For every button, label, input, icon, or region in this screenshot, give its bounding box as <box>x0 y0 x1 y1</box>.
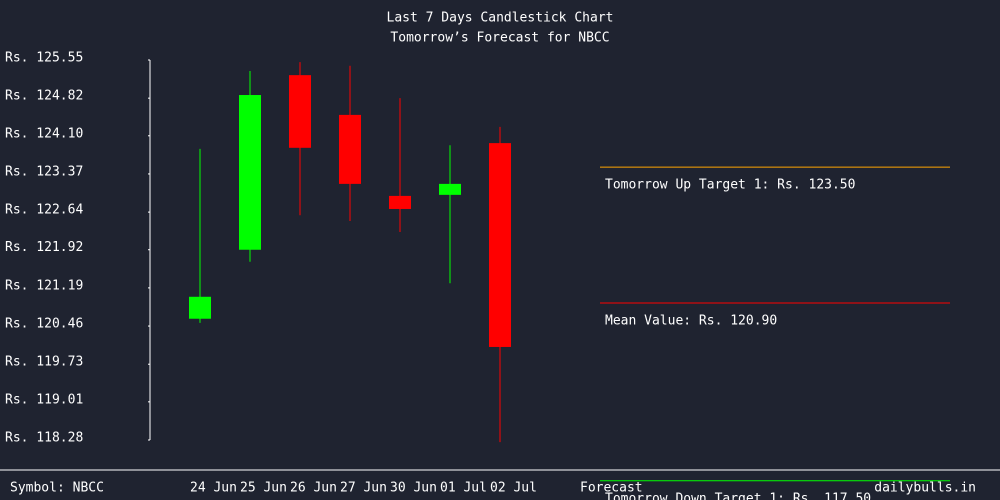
y-tick-label: Rs. 124.10 <box>5 126 83 141</box>
y-tick-label: Rs. 121.19 <box>5 278 83 293</box>
y-tick-label: Rs. 119.01 <box>5 392 83 407</box>
y-tick-label: Rs. 120.46 <box>5 317 83 332</box>
y-tick-label: Rs. 118.28 <box>5 431 83 446</box>
y-tick-label: Rs. 123.37 <box>5 164 83 179</box>
forecast-label: Tomorrow Down Target 1: Rs. 117.50 <box>605 491 871 500</box>
y-tick-label: Rs. 124.82 <box>5 89 83 104</box>
candle-body <box>189 296 211 319</box>
candle-body <box>489 143 511 347</box>
symbol-label: Symbol: NBCC <box>10 481 104 496</box>
source: dailybulls.in <box>874 481 976 496</box>
x-tick-label: 02 Jul <box>490 481 537 496</box>
forecast-title: Forecast <box>580 481 643 496</box>
y-tick-label: Rs. 125.55 <box>5 51 83 66</box>
candle-body <box>389 195 411 209</box>
forecast-label: Tomorrow Up Target 1: Rs. 123.50 <box>605 178 855 193</box>
x-tick-label: 01 Jul <box>440 481 487 496</box>
candle-body <box>339 114 361 184</box>
candle-body <box>239 95 261 250</box>
chart-title: Last 7 Days Candlestick Chart <box>387 11 614 26</box>
y-tick-label: Rs. 119.73 <box>5 355 83 370</box>
y-tick-label: Rs. 122.64 <box>5 203 83 218</box>
candle-body <box>289 75 311 148</box>
x-tick-label: 27 Jun <box>340 481 387 496</box>
y-tick-label: Rs. 121.92 <box>5 240 83 255</box>
x-tick-label: 25 Jun <box>240 481 287 496</box>
candle-body <box>439 183 461 195</box>
chart-subtitle: Tomorrow’s Forecast for NBCC <box>390 31 609 46</box>
x-tick-label: 24 Jun <box>190 481 237 496</box>
x-tick-label: 30 Jun <box>390 481 437 496</box>
forecast-label: Mean Value: Rs. 120.90 <box>605 314 777 329</box>
x-tick-label: 26 Jun <box>290 481 337 496</box>
